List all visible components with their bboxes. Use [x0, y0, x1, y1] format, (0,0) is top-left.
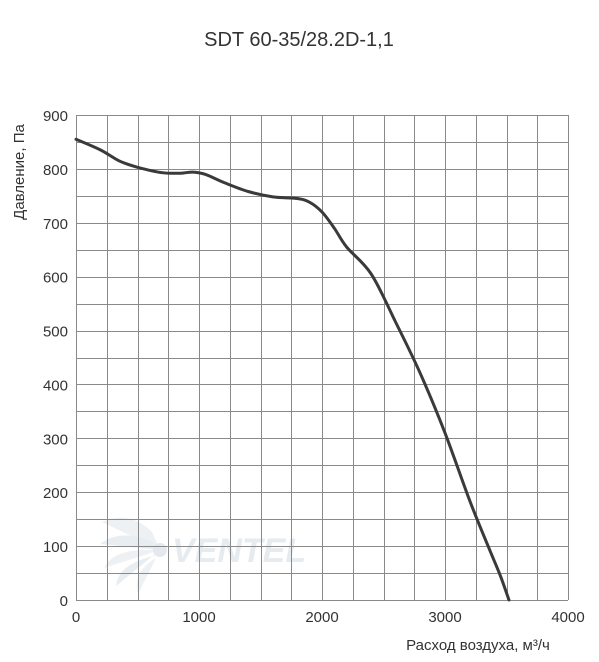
- x-tick-label: 1000: [182, 609, 215, 626]
- x-tick-labels: 0 1000 2000 3000 4000: [72, 609, 585, 626]
- y-axis-label: Давление, Па: [11, 124, 28, 220]
- y-tick-label: 0: [60, 593, 68, 610]
- x-tick-label: 4000: [551, 609, 584, 626]
- y-tick-label: 400: [43, 377, 68, 394]
- y-tick-label: 100: [43, 539, 68, 556]
- grid-lines: [76, 115, 569, 601]
- watermark-logo: VENTEL: [100, 517, 306, 594]
- fan-logo-icon: [100, 517, 167, 594]
- y-tick-label: 500: [43, 324, 68, 341]
- pressure-flow-curve: [74, 137, 511, 602]
- x-tick-label: 3000: [428, 609, 461, 626]
- x-tick-label: 0: [72, 609, 80, 626]
- chart-title: SDT 60-35/28.2D-1,1: [204, 29, 394, 51]
- y-tick-label: 700: [43, 216, 68, 233]
- y-tick-label: 200: [43, 485, 68, 502]
- x-axis-label: Расход воздуха, м³/ч: [406, 637, 550, 654]
- y-tick-label: 900: [43, 108, 68, 125]
- y-tick-labels: 0 100 200 300 400 500 600 700 800 900: [43, 108, 68, 610]
- watermark-text: VENTEL: [172, 532, 306, 570]
- y-tick-label: 600: [43, 270, 68, 287]
- y-tick-label: 300: [43, 431, 68, 448]
- x-tick-label: 2000: [305, 609, 338, 626]
- y-tick-label: 800: [43, 162, 68, 179]
